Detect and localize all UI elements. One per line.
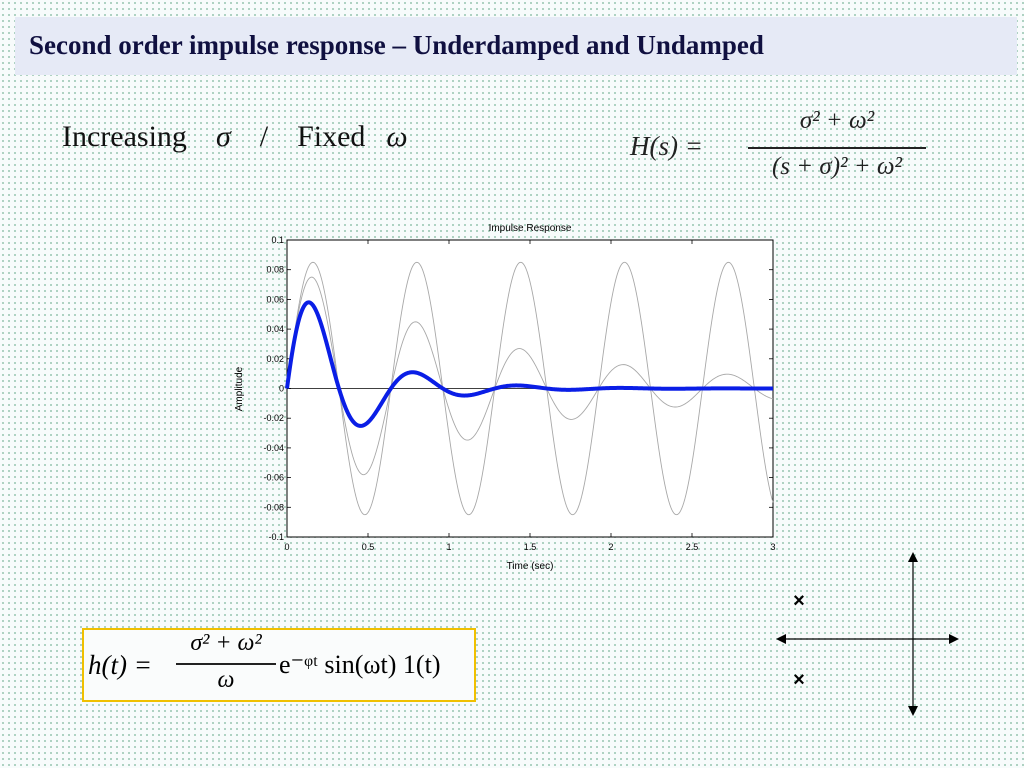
imag-axis-down-arrow (908, 706, 918, 716)
imag-axis-up-arrow (908, 552, 918, 562)
x-tick-label: 1 (446, 542, 451, 552)
impulse-equation-denominator: ω (217, 667, 235, 693)
y-tick-label: -0.04 (263, 443, 284, 453)
pole-marker-lower: × (793, 669, 805, 691)
y-tick-label: 0.1 (271, 235, 284, 245)
y-tick-label: 0.02 (266, 354, 284, 364)
highlighted-response-curve (285, 300, 774, 428)
x-tick-label: 2.5 (686, 542, 699, 552)
impulse-response-chart: 0 0.5 1 1.5 2 2.5 3 -0.1 -0.08 -0.06 -0.04 -0.02 0 0… (234, 223, 776, 572)
y-tick-label: 0.06 (266, 294, 284, 304)
subtitle-omega: ω (386, 120, 408, 153)
y-tick-label: -0.08 (263, 502, 284, 512)
transfer-function-numerator: σ² + ω² (799, 107, 875, 134)
slide-title: Second order impulse response – Underdam… (29, 30, 764, 60)
transfer-function-lhs: H(s) = (630, 131, 703, 161)
x-tick-label: 2 (608, 542, 613, 552)
x-axis-label: Time (sec) (507, 561, 554, 572)
x-tick-label: 3 (770, 542, 775, 552)
real-axis-left-arrow (776, 634, 786, 644)
fraction-bar (748, 147, 926, 149)
y-tick-label: 0.08 (266, 265, 284, 275)
response-curve (286, 261, 774, 516)
chart-title: Impulse Response (489, 223, 572, 234)
pole-zero-diagram: × × (776, 552, 959, 716)
impulse-equation-numerator: σ² + ω² (190, 630, 262, 656)
response-curve (286, 276, 774, 476)
impulse-equation-box: h(t) = σ² + ω² ω e⁻ᵠᵗ sin(ωt) 1(t) (82, 628, 476, 702)
y-tick-label: -0.1 (268, 532, 284, 542)
y-tick-label: -0.06 (263, 473, 284, 483)
real-axis-right-arrow (949, 634, 959, 644)
transfer-function: H(s) = σ² + ω² (s + σ)² + ω² (630, 105, 930, 195)
subtitle-increasing: Increasing (62, 120, 187, 153)
y-axis-label: Amplitude (234, 366, 245, 411)
x-tick-label: 1.5 (524, 542, 537, 552)
fraction-bar (176, 663, 276, 665)
y-tick-label: -0.02 (263, 413, 284, 423)
x-tick-label: 0 (284, 542, 289, 552)
y-tick-label: 0.04 (266, 324, 284, 334)
x-tick-label: 0.5 (362, 542, 375, 552)
transfer-function-denominator: (s + σ)² + ω² (771, 153, 903, 180)
impulse-equation-tail: e⁻ᵠᵗ sin(ωt) 1(t) (279, 650, 441, 679)
subtitle-fixed: Fixed (297, 120, 366, 153)
pole-marker-upper: × (793, 590, 805, 612)
impulse-equation-lhs: h(t) = (88, 650, 152, 680)
subtitle-slash: / (259, 120, 269, 153)
subtitle-sigma: σ (215, 120, 231, 153)
y-tick-label: 0 (279, 384, 284, 394)
subtitle: Increasing σ / Fixed ω (62, 120, 408, 154)
title-bar: Second order impulse response – Underdam… (15, 17, 1017, 75)
